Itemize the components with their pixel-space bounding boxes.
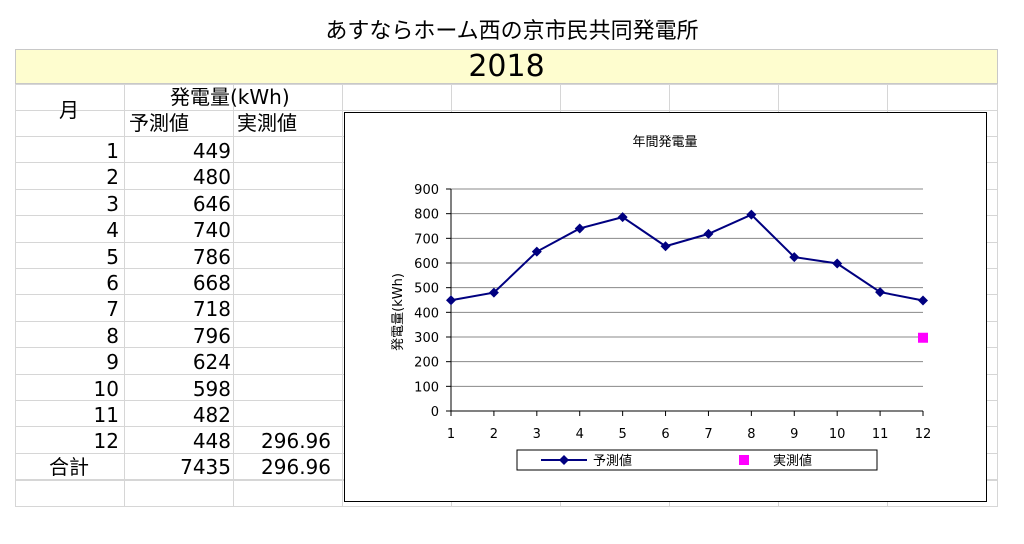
grid-col-line	[233, 84, 234, 506]
row-predicted: 624	[192, 350, 231, 375]
grid-row-line	[15, 110, 998, 111]
grid-row-line	[15, 506, 998, 507]
y-tick-label: 900	[414, 183, 439, 198]
row-month: 4	[106, 218, 119, 243]
chart-marks	[446, 209, 928, 343]
row-month: 11	[93, 403, 119, 427]
y-tick-label: 700	[414, 232, 439, 247]
y-tick-label: 0	[431, 405, 439, 420]
x-tick-label: 12	[915, 427, 932, 442]
x-tick-label: 10	[829, 427, 846, 442]
y-tick-label: 100	[414, 380, 439, 395]
row-month: 5	[106, 244, 119, 269]
data-point-diamond	[531, 246, 542, 257]
y-tick-label: 300	[414, 331, 439, 346]
header-actual: 実測値	[237, 111, 297, 135]
data-point-square	[918, 332, 928, 343]
x-tick-label: 9	[790, 427, 798, 442]
row-predicted: 668	[192, 271, 231, 295]
row-actual: 296.96	[261, 429, 331, 454]
row-predicted: 718	[192, 297, 231, 322]
grid-row-line	[15, 84, 998, 85]
data-point-diamond	[832, 258, 843, 269]
row-predicted: 740	[192, 218, 231, 243]
row-predicted: 448	[192, 429, 231, 454]
data-point-diamond	[446, 295, 456, 306]
row-month: 3	[106, 191, 119, 216]
row-predicted: 598	[192, 376, 231, 401]
row-predicted: 449	[192, 139, 231, 163]
row-month: 10	[93, 376, 119, 401]
row-month: 6	[106, 271, 119, 295]
legend-label: 実測値	[773, 453, 812, 469]
data-point-diamond	[746, 209, 757, 220]
data-point-diamond	[660, 241, 671, 252]
row-month: 1	[106, 139, 119, 163]
y-tick-label: 500	[414, 282, 439, 297]
row-month: 9	[106, 350, 119, 375]
row-predicted: 646	[192, 191, 231, 216]
y-tick-label: 800	[414, 208, 439, 223]
row-predicted: 786	[192, 244, 231, 269]
chart-area: 年間発電量 発電量(kWh) 0 100 200 300 400 500 600 700 800…	[344, 112, 987, 502]
legend-marker-square	[739, 455, 749, 465]
data-point-diamond	[488, 287, 499, 298]
grid-col-line	[342, 84, 343, 506]
row-month: 2	[106, 165, 119, 190]
y-tick-label: 400	[414, 306, 439, 321]
row-month: 7	[106, 297, 119, 322]
x-tick-label: 1	[447, 427, 455, 442]
y-axis-label: 発電量(kWh)	[391, 273, 406, 351]
data-point-diamond	[918, 295, 928, 306]
page-title: あすならホーム西の京市民共同発電所	[325, 19, 699, 44]
row-predicted: 480	[192, 165, 231, 190]
chart-legend: 予測値 実測値	[516, 449, 878, 471]
x-tick-label: 11	[872, 427, 889, 442]
x-tick-label: 5	[618, 427, 626, 442]
data-point-diamond	[875, 287, 886, 298]
header-generation: 発電量(kWh)	[170, 85, 290, 109]
x-tick-label: 4	[576, 427, 584, 442]
row-predicted: 796	[192, 323, 231, 348]
chart-title: 年間発電量	[632, 135, 697, 150]
header-month: 月	[59, 98, 79, 122]
year-banner: 2018	[15, 49, 998, 84]
x-tick-label: 3	[533, 427, 541, 442]
legend-box	[516, 449, 878, 471]
legend-label: 予測値	[593, 453, 632, 469]
series-line-1	[450, 213, 924, 302]
data-point-diamond	[789, 252, 800, 263]
data-point-diamond	[574, 223, 585, 234]
total-predicted: 7435	[180, 455, 231, 479]
row-month: 12	[93, 429, 119, 454]
data-point-diamond	[703, 228, 714, 239]
grid-col-line	[15, 84, 16, 506]
x-tick-label: 6	[661, 427, 669, 442]
x-tick-label: 2	[490, 427, 498, 442]
row-predicted: 482	[192, 403, 231, 427]
total-actual: 296.96	[261, 455, 331, 479]
x-tick-label: 7	[704, 427, 712, 442]
x-tick-label: 8	[747, 427, 755, 442]
chart-gridlines	[451, 188, 923, 387]
y-tick-label: 600	[414, 257, 439, 272]
row-month: 8	[106, 323, 119, 348]
total-label: 合計	[49, 455, 89, 479]
legend-marker-diamond	[559, 455, 569, 465]
line-chart: 年間発電量 発電量(kWh) 0 100 200 300 400 500 600 700 800…	[391, 135, 931, 471]
grid-col-line	[997, 84, 998, 506]
data-point-diamond	[617, 212, 628, 223]
y-tick-label: 200	[414, 356, 439, 371]
grid-col-line	[124, 84, 125, 506]
header-predicted: 予測値	[129, 111, 189, 135]
